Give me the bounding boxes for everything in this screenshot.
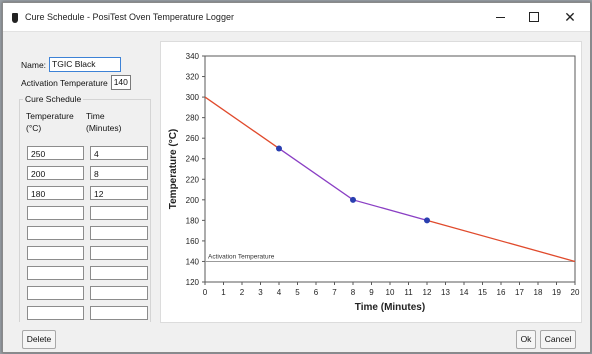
data-point: [424, 217, 430, 224]
time-cell[interactable]: [90, 306, 148, 320]
temperature-cell[interactable]: [27, 206, 84, 220]
time-cell[interactable]: [90, 266, 148, 280]
name-field[interactable]: TGIC Black: [49, 57, 122, 72]
time-cell[interactable]: 4: [90, 146, 148, 160]
minimize-icon: [495, 16, 505, 18]
data-point: [350, 196, 356, 203]
cure-schedule-title: Cure Schedule: [23, 94, 84, 104]
temperature-header-line2: (°C): [26, 123, 42, 133]
cure-schedule-group: Cure Schedule Temperature (°C) Time (Min…: [19, 94, 151, 322]
y-axis-label: Temperature (°C): [168, 129, 179, 210]
x-axis-label: Time (Minutes): [355, 302, 425, 313]
series-line-0: [204, 96, 280, 149]
x-tick-label: 0: [203, 288, 208, 297]
x-tick-label: 5: [295, 288, 300, 297]
time-cell[interactable]: [90, 246, 148, 260]
x-tick-label: 15: [478, 288, 487, 297]
time-header-line1: Time: [86, 111, 105, 121]
plot-frame: [204, 55, 576, 283]
time-cell[interactable]: 12: [90, 186, 148, 200]
y-tick-label: 240: [186, 155, 200, 164]
x-tick-label: 13: [441, 288, 450, 297]
activation-row: Activation Temperature 140: [21, 75, 131, 90]
data-point: [276, 145, 282, 152]
x-tick-label: 8: [351, 288, 356, 297]
x-tick-label: 16: [497, 288, 506, 297]
y-tick-label: 180: [186, 216, 200, 225]
x-tick-label: 2: [240, 288, 245, 297]
temperature-header-line1: Temperature: [26, 111, 74, 121]
y-tick-label: 280: [186, 114, 200, 123]
temperature-cell[interactable]: [27, 226, 84, 240]
ok-button[interactable]: Ok: [516, 330, 536, 349]
close-icon: ✕: [564, 8, 576, 25]
y-tick-label: 340: [186, 52, 200, 61]
activation-temperature-field[interactable]: 140: [110, 75, 131, 90]
time-cell[interactable]: [90, 286, 148, 300]
x-tick-label: 3: [258, 288, 263, 297]
maximize-icon: [529, 12, 539, 22]
temperature-cell[interactable]: [27, 266, 84, 280]
temperature-column-header: Temperature (°C): [26, 110, 74, 134]
temperature-chart: Activation Temperature 120 140 160 180 200 220…: [160, 41, 582, 323]
temperature-cell[interactable]: 180: [27, 186, 84, 200]
activation-temperature-label: Activation Temperature: [208, 253, 275, 260]
x-tick-label: 14: [460, 288, 469, 297]
y-tick-label: 120: [186, 278, 200, 287]
name-label: Name:: [21, 59, 47, 70]
app-icon: [12, 13, 18, 23]
time-cell[interactable]: [90, 206, 148, 220]
minimize-button[interactable]: [483, 3, 517, 31]
x-tick-label: 6: [314, 288, 319, 297]
window-title: Cure Schedule - PosiTest Oven Temperatur…: [25, 12, 234, 22]
x-tick-label: 18: [534, 288, 543, 297]
y-tick-label: 160: [186, 237, 200, 246]
x-tick-label: 4: [277, 288, 282, 297]
y-tick-label: 200: [186, 196, 200, 205]
x-tick-label: 10: [386, 288, 395, 297]
temperature-cell[interactable]: 250: [27, 146, 84, 160]
close-button[interactable]: ✕: [553, 3, 587, 31]
series-line-1: [278, 147, 428, 221]
activation-temperature-label: Activation Temperature: [21, 77, 108, 88]
series-line-2: [426, 219, 576, 263]
schedule-panel: Name: TGIC Black Activation Temperature …: [15, 41, 155, 322]
delete-button[interactable]: Delete: [22, 330, 56, 349]
temperature-cell[interactable]: [27, 286, 84, 300]
time-header-line2: (Minutes): [86, 123, 122, 133]
y-tick-label: 220: [186, 175, 200, 184]
y-tick-label: 320: [186, 73, 200, 82]
x-tick-label: 7: [332, 288, 337, 297]
temperature-cell[interactable]: [27, 306, 84, 320]
title-bar[interactable]: Cure Schedule - PosiTest Oven Temperatur…: [3, 3, 590, 32]
temperature-cell[interactable]: [27, 246, 84, 260]
name-row: Name: TGIC Black: [21, 57, 122, 72]
time-cell[interactable]: [90, 226, 148, 240]
y-tick-label: 260: [186, 134, 200, 143]
x-tick-label: 9: [369, 288, 374, 297]
maximize-button[interactable]: [517, 3, 551, 31]
chart-canvas: Activation Temperature120140160180200220…: [168, 52, 580, 313]
x-tick-label: 17: [515, 288, 524, 297]
x-tick-label: 11: [404, 288, 413, 297]
y-tick-label: 140: [186, 257, 200, 266]
x-tick-label: 20: [571, 288, 580, 297]
time-cell[interactable]: 8: [90, 166, 148, 180]
temperature-cell[interactable]: 200: [27, 166, 84, 180]
y-tick-label: 300: [186, 93, 200, 102]
cancel-button[interactable]: Cancel: [540, 330, 576, 349]
x-tick-label: 1: [221, 288, 226, 297]
x-tick-label: 19: [552, 288, 561, 297]
time-column-header: Time (Minutes): [86, 110, 121, 134]
x-tick-label: 12: [423, 288, 432, 297]
